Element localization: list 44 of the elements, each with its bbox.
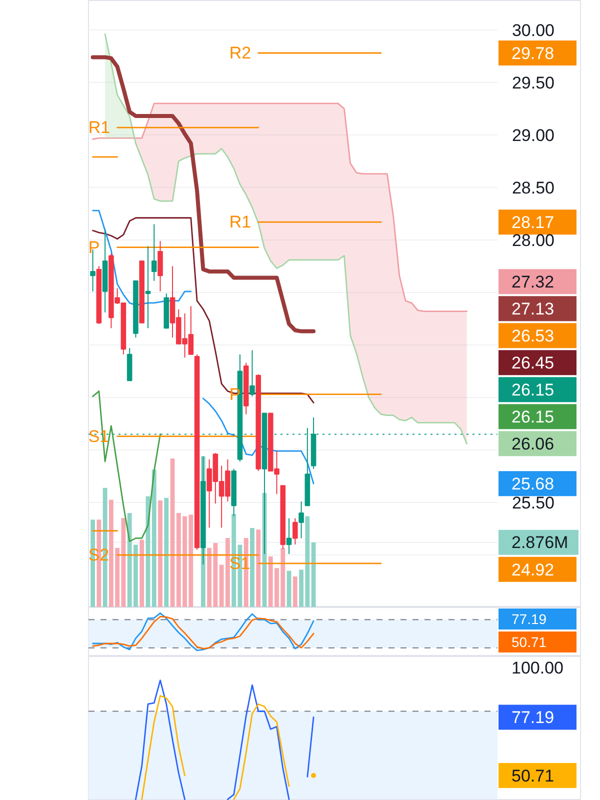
y-tick-label: 28.00 — [512, 230, 555, 250]
series-label: P — [88, 238, 100, 257]
text: 26.15 — [512, 408, 554, 427]
text: 77.19 — [512, 611, 547, 627]
series-label: R1 — [229, 212, 252, 232]
y2-tick-label: 2.876M — [512, 532, 568, 552]
series-label: S1 — [229, 554, 250, 573]
text: 26.53 — [512, 326, 554, 346]
bar — [292, 576, 298, 607]
y-tick-label: 30.00 — [512, 20, 555, 40]
bar — [256, 530, 261, 607]
text: 100.00 — [512, 658, 564, 678]
bar — [158, 500, 162, 607]
ref-line-label: 26.15 — [512, 380, 554, 400]
text: 25.68 — [512, 474, 554, 494]
y-tick-label: 29.00 — [512, 126, 555, 145]
y-tick-label: 29.50 — [512, 73, 555, 92]
candlestick — [292, 518, 298, 545]
candlestick — [286, 518, 292, 554]
text: 50.71 — [512, 634, 547, 650]
bar — [140, 540, 144, 607]
text: 26.06 — [512, 434, 554, 454]
text: 27.32 — [512, 272, 554, 292]
y-tick-label: 28.50 — [512, 178, 555, 198]
text: 28.17 — [512, 213, 554, 232]
candlestick — [298, 500, 304, 539]
text: 27.13 — [512, 300, 554, 319]
y-tick-label: 25.50 — [512, 493, 555, 512]
text: 24.92 — [512, 560, 554, 580]
series-label: R2 — [229, 44, 252, 63]
bar — [164, 498, 169, 607]
bar — [250, 528, 254, 607]
text: 50.71 — [512, 766, 554, 786]
text: 29.78 — [512, 44, 554, 64]
bar — [286, 570, 292, 607]
candlestick — [151, 224, 157, 282]
bar — [152, 470, 156, 607]
candlestick — [250, 350, 255, 397]
series-label: R1 — [88, 118, 110, 138]
text: 26.45 — [512, 354, 554, 373]
text: 77.19 — [512, 708, 554, 728]
series-label: S2 — [88, 545, 110, 564]
bar — [170, 458, 175, 607]
candlestick — [145, 246, 151, 329]
